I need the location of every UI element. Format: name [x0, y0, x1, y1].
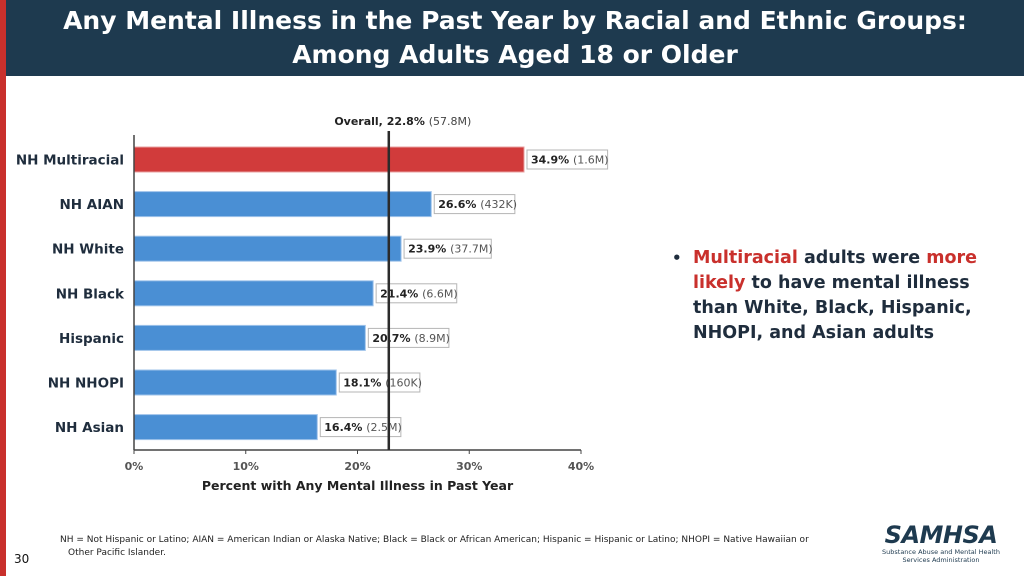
data-label-box-6 [319, 417, 402, 438]
logo-wordmark: SAMHSA [884, 521, 998, 549]
category-label-6: NH Asian [55, 420, 124, 436]
data-label-value-1: 26.6% [438, 198, 480, 211]
bullet-text-1: adults were [797, 248, 927, 268]
title-bar [6, 0, 1024, 76]
data-label-box-3 [375, 283, 458, 304]
page-title: Any Mental Illness in the Past Year by R… [6, 4, 1024, 72]
bar-0 [133, 146, 525, 173]
accent-more-likely: more likely [693, 248, 978, 293]
data-label-box-2 [403, 238, 492, 259]
category-label-4: Hispanic [59, 331, 124, 347]
x-tick-label-0: 0% [125, 460, 144, 473]
data-label-box-5 [338, 372, 421, 393]
footnote: NH = Not Hispanic or Latino; AIAN = Amer… [60, 534, 860, 560]
data-label-value-5: 18.1% [343, 377, 385, 390]
bar-chart: NH Multiracial 34.9% (1.6M) NH AIAN 26.6% (… [16, 115, 609, 493]
samhsa-logo: SAMHSA Substance Abuse and Mental Health… [880, 522, 1002, 564]
page-number: 30 [14, 552, 30, 566]
data-label-count-3: (6.6M) [422, 287, 458, 300]
category-label-3: NH Black [56, 286, 125, 302]
x-tick-label-2: 20% [344, 460, 370, 473]
title-line-1: Any Mental Illness in the Past Year by R… [63, 6, 967, 35]
data-label-6: 16.4% (2.5M) [324, 421, 402, 434]
bar-4 [133, 324, 366, 351]
footnote-line-2: Other Pacific Islander. [68, 548, 166, 558]
category-label-1: NH AIAN [59, 197, 124, 213]
data-label-count-4: (8.9M) [414, 332, 450, 345]
data-label-2: 23.9% (37.7M) [408, 243, 493, 256]
data-label-0: 34.9% (1.6M) [531, 154, 609, 167]
category-label-5: NH NHOPI [48, 376, 124, 392]
bar-2 [133, 235, 402, 262]
data-label-count-6: (2.5M) [366, 421, 402, 434]
category-label-2: NH White [52, 242, 124, 258]
data-label-value-3: 21.4% [380, 287, 422, 300]
bullet-text-2: to have mental illness than White, Black… [693, 273, 972, 343]
data-label-value-0: 34.9% [531, 154, 573, 167]
logo-subtitle-2: Services Administration [902, 556, 980, 564]
data-label-value-4: 20.7% [372, 332, 414, 345]
data-label-5: 18.1% (160K) [343, 377, 422, 390]
x-axis-title: Percent with Any Mental Illness in Past … [202, 478, 514, 493]
overall-reference-count: (57.8M) [429, 115, 472, 128]
data-label-value-2: 23.9% [408, 243, 450, 256]
overall-reference-label: Overall, 22.8% (57.8M) [334, 115, 471, 128]
bar-5 [133, 369, 337, 396]
category-label-0: NH Multiracial [16, 153, 124, 169]
data-label-value-6: 16.4% [324, 421, 366, 434]
x-tick-label-1: 10% [233, 460, 259, 473]
title-line-2: Among Adults Aged 18 or Older [292, 40, 738, 69]
key-finding-text: Multiracial adults were more likely to h… [693, 246, 992, 346]
accent-multiracial: Multiracial [693, 248, 798, 268]
data-label-3: 21.4% (6.6M) [380, 287, 458, 300]
bar-1 [133, 191, 432, 218]
data-label-count-2: (37.7M) [450, 243, 493, 256]
x-tick-label-3: 30% [456, 460, 482, 473]
overall-reference-value: Overall, 22.8% [334, 115, 428, 128]
data-label-box-0 [526, 149, 609, 170]
footnote-line-1: NH = Not Hispanic or Latino; AIAN = Amer… [60, 535, 809, 545]
left-accent-stripe [0, 0, 6, 576]
data-label-box-1 [433, 194, 516, 215]
bullet-dot-icon: • [672, 249, 682, 267]
data-label-count-1: (432K) [480, 198, 517, 211]
x-tick-label-4: 40% [568, 460, 594, 473]
bar-6 [133, 414, 318, 441]
key-finding-bullet: • Multiracial adults were more likely to… [672, 246, 992, 346]
data-label-4: 20.7% (8.9M) [372, 332, 450, 345]
data-label-count-5: (160K) [385, 377, 422, 390]
data-label-count-0: (1.6M) [573, 154, 609, 167]
data-label-1: 26.6% (432K) [438, 198, 517, 211]
bar-3 [133, 280, 374, 307]
logo-subtitle-1: Substance Abuse and Mental Health [882, 548, 1000, 556]
